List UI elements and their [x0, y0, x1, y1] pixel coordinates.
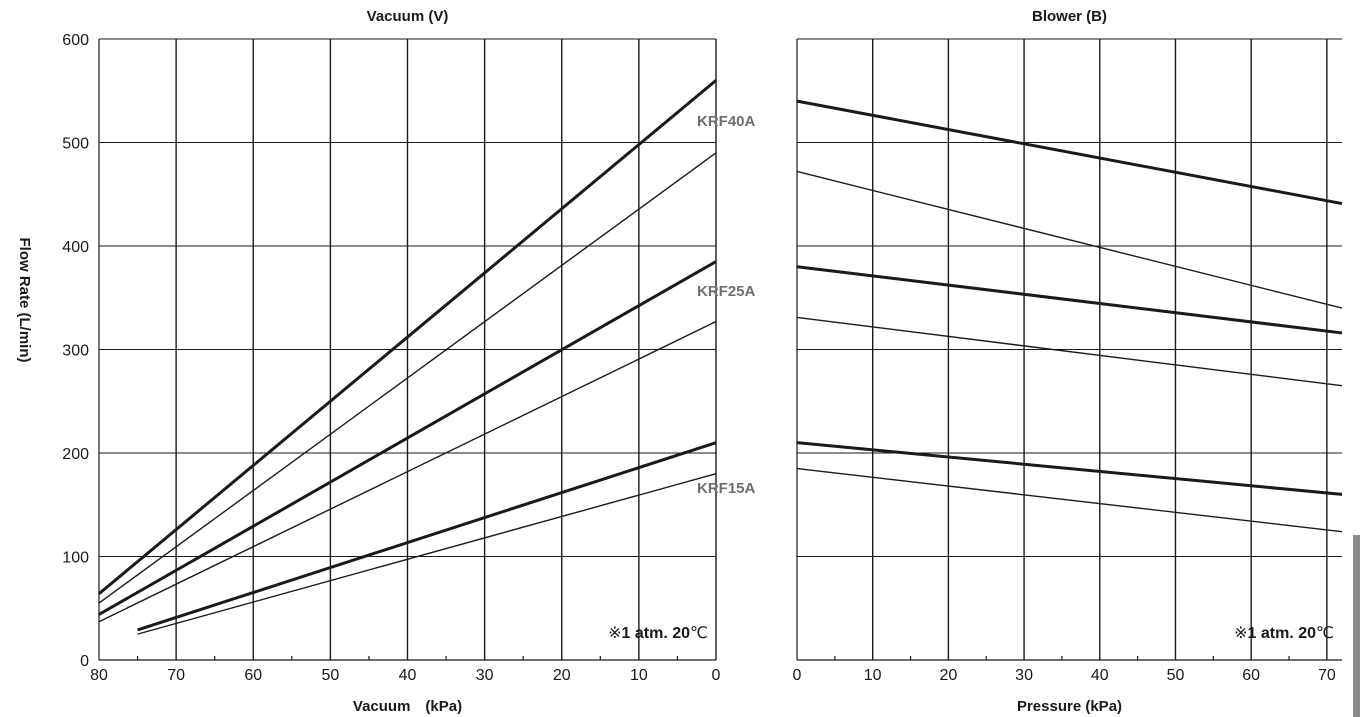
x-tick-label: 0	[793, 667, 802, 684]
note-condition: 1 atm. 20	[1248, 625, 1317, 642]
x-tick-label: 10	[864, 667, 882, 684]
series-line-5	[137, 441, 717, 632]
note-unit: ℃	[1316, 625, 1334, 642]
x-axis-title: Pressure (kPa)	[1017, 698, 1122, 715]
series-line-1	[796, 99, 1343, 206]
y-tick-label: 600	[62, 32, 89, 49]
series-line-5	[796, 441, 1343, 496]
series-line-2	[796, 170, 1343, 309]
series-line-4	[796, 316, 1343, 387]
series-line-4	[98, 320, 717, 623]
series-line-6	[796, 467, 1343, 533]
x-tick-label: 50	[1167, 667, 1185, 684]
x-tick-label: 80	[90, 667, 108, 684]
y-tick-label: 500	[62, 136, 89, 153]
x-tick-label: 60	[244, 667, 262, 684]
series-label: KRF25A	[697, 283, 756, 300]
y-tick-label: 400	[62, 239, 89, 256]
series-line-6	[137, 473, 717, 635]
y-tick-label: 200	[62, 446, 89, 463]
series-line-3	[796, 265, 1343, 335]
y-tick-label: 100	[62, 550, 89, 567]
x-axis-title: Vacuum (kPa)	[353, 698, 462, 715]
x-tick-label: 20	[939, 667, 957, 684]
x-tick-label: 50	[321, 667, 339, 684]
x-tick-label: 30	[1015, 667, 1033, 684]
series-line-3	[98, 260, 717, 616]
note-unit: ℃	[690, 625, 708, 642]
x-tick-label: 70	[167, 667, 185, 684]
y-tick-label: 300	[62, 343, 89, 360]
note-condition: 1 atm. 20	[622, 625, 691, 642]
note-symbol: ※	[1234, 625, 1247, 642]
chart-title: Blower (B)	[1032, 8, 1107, 25]
chart-title: Vacuum (V)	[367, 8, 449, 25]
x-tick-label: 0	[712, 667, 721, 684]
page-edge-marker	[1353, 535, 1360, 717]
series-label: KRF15A	[697, 480, 756, 497]
chart-panel-2: Blower (B) 0 10 20 30 40 50 60 70 Pressure (kPa) ※…	[793, 8, 1343, 715]
condition-note: ※1 atm. 20℃	[608, 625, 708, 642]
chart-panel-1: Vacuum (V)80 70 60 50 40 30 20 10 00100200300400…	[16, 8, 756, 715]
series-label: KRF40A	[697, 113, 756, 130]
note-symbol: ※	[608, 625, 621, 642]
y-tick-label: 0	[80, 653, 89, 670]
x-tick-label: 60	[1242, 667, 1260, 684]
x-tick-label: 40	[399, 667, 417, 684]
x-tick-label: 10	[630, 667, 648, 684]
x-tick-label: 70	[1318, 667, 1336, 684]
x-tick-label: 30	[476, 667, 494, 684]
x-tick-label: 20	[553, 667, 571, 684]
series-line-1	[98, 79, 717, 595]
y-axis-title: Flow Rate (L/min)	[16, 238, 33, 363]
series-line-2	[98, 152, 717, 604]
condition-note: ※1 atm. 20℃	[1234, 625, 1334, 642]
x-tick-label: 40	[1091, 667, 1109, 684]
